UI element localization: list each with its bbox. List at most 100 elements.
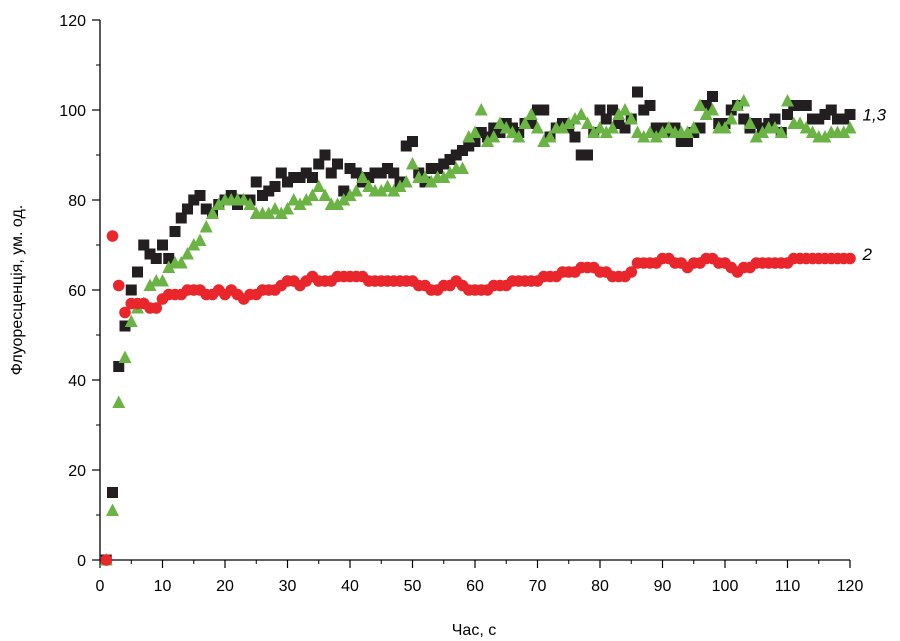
data-point-triangle xyxy=(699,107,713,120)
data-point-square xyxy=(819,109,831,120)
data-point-triangle xyxy=(518,116,532,129)
data-point-square xyxy=(407,136,418,147)
data-point-triangle xyxy=(618,103,632,116)
y-axis-title: Флуоресценція, ум. од. xyxy=(9,205,26,376)
data-point-square xyxy=(575,149,587,161)
data-point-square xyxy=(107,487,118,498)
data-point-square xyxy=(457,145,468,156)
data-point-triangle xyxy=(774,125,788,138)
data-point-square xyxy=(494,127,506,138)
data-point-triangle xyxy=(424,175,438,188)
data-point-square xyxy=(163,253,175,264)
data-point-square xyxy=(675,136,687,147)
data-point-triangle xyxy=(418,170,432,183)
data-point-square xyxy=(444,154,456,165)
data-point-square xyxy=(288,172,300,183)
x-tick-label: 40 xyxy=(341,578,359,595)
data-point-square xyxy=(750,118,762,129)
data-point-triangle xyxy=(462,130,476,143)
data-point-square xyxy=(132,266,143,278)
data-point-square xyxy=(275,167,287,179)
x-tick-label: 10 xyxy=(154,578,172,595)
data-point-circle xyxy=(100,554,113,566)
data-point-square xyxy=(344,163,356,174)
data-point-triangle xyxy=(556,121,569,134)
data-point-square xyxy=(525,118,537,129)
data-point-triangle xyxy=(387,184,401,197)
data-point-triangle xyxy=(499,121,513,134)
data-point-triangle xyxy=(456,161,469,174)
data-point-square xyxy=(807,113,818,125)
data-point-triangle xyxy=(781,94,794,107)
data-point-triangle xyxy=(481,134,494,147)
data-point-square xyxy=(382,163,393,174)
data-point-triangle xyxy=(693,98,707,111)
data-point-square xyxy=(650,122,662,134)
data-point-triangle xyxy=(837,125,851,138)
data-point-triangle xyxy=(637,130,651,143)
data-point-square xyxy=(425,163,437,174)
data-point-square xyxy=(475,127,487,138)
data-point-triangle xyxy=(793,116,807,129)
axes xyxy=(92,19,851,568)
data-point-triangle xyxy=(756,125,769,138)
data-point-triangle xyxy=(381,179,394,192)
data-point-square xyxy=(463,140,475,152)
data-point-square xyxy=(794,100,806,111)
data-point-triangle xyxy=(156,274,169,287)
data-point-square xyxy=(607,104,618,116)
x-tick-label: 30 xyxy=(279,578,297,595)
data-point-triangle xyxy=(468,125,482,138)
data-point-square xyxy=(144,248,156,260)
data-point-triangle xyxy=(612,107,626,120)
data-point-circle xyxy=(119,306,131,319)
data-point-triangle xyxy=(843,121,857,134)
data-point-square xyxy=(569,131,581,143)
data-point-square xyxy=(594,104,606,116)
data-point-triangle xyxy=(237,193,251,206)
x-tick-label: 60 xyxy=(466,578,484,595)
data-point-triangle xyxy=(768,121,782,134)
data-point-square xyxy=(125,284,137,296)
data-point-triangle xyxy=(443,166,457,179)
data-point-square xyxy=(307,172,318,183)
data-point-square xyxy=(369,167,381,179)
data-point-triangle xyxy=(306,188,319,201)
data-point-square xyxy=(194,190,206,201)
data-point-square xyxy=(538,104,550,116)
data-point-triangle xyxy=(181,247,194,260)
data-point-triangle xyxy=(199,220,213,233)
data-point-square xyxy=(169,226,181,237)
data-point-triangle xyxy=(643,125,657,138)
data-point-triangle xyxy=(543,130,557,143)
data-point-triangle xyxy=(799,121,813,134)
data-point-triangle xyxy=(662,121,676,134)
data-point-square xyxy=(725,104,737,116)
data-point-triangle xyxy=(487,130,501,143)
y-tick-label: 100 xyxy=(59,103,86,120)
data-point-triangle xyxy=(243,197,257,210)
data-point-triangle xyxy=(606,121,619,134)
data-point-square xyxy=(694,122,706,134)
data-point-square xyxy=(200,203,212,215)
data-point-square xyxy=(282,176,293,188)
data-point-circle xyxy=(112,279,125,292)
data-point-triangle xyxy=(312,179,326,192)
data-marks xyxy=(99,86,857,566)
data-point-triangle xyxy=(531,121,544,134)
x-tick-label: 100 xyxy=(712,578,739,595)
data-point-square xyxy=(644,100,656,111)
data-point-triangle xyxy=(331,197,344,210)
data-point-square xyxy=(800,100,812,111)
data-point-square xyxy=(294,172,306,183)
data-point-square xyxy=(388,167,400,179)
data-point-square xyxy=(313,158,325,170)
data-point-square xyxy=(488,122,500,134)
data-point-square xyxy=(707,91,718,102)
data-point-square xyxy=(138,239,150,251)
data-point-triangle xyxy=(624,112,638,125)
data-point-square xyxy=(469,136,481,147)
data-point-square xyxy=(263,185,275,197)
y-tick-label: 60 xyxy=(68,283,86,300)
